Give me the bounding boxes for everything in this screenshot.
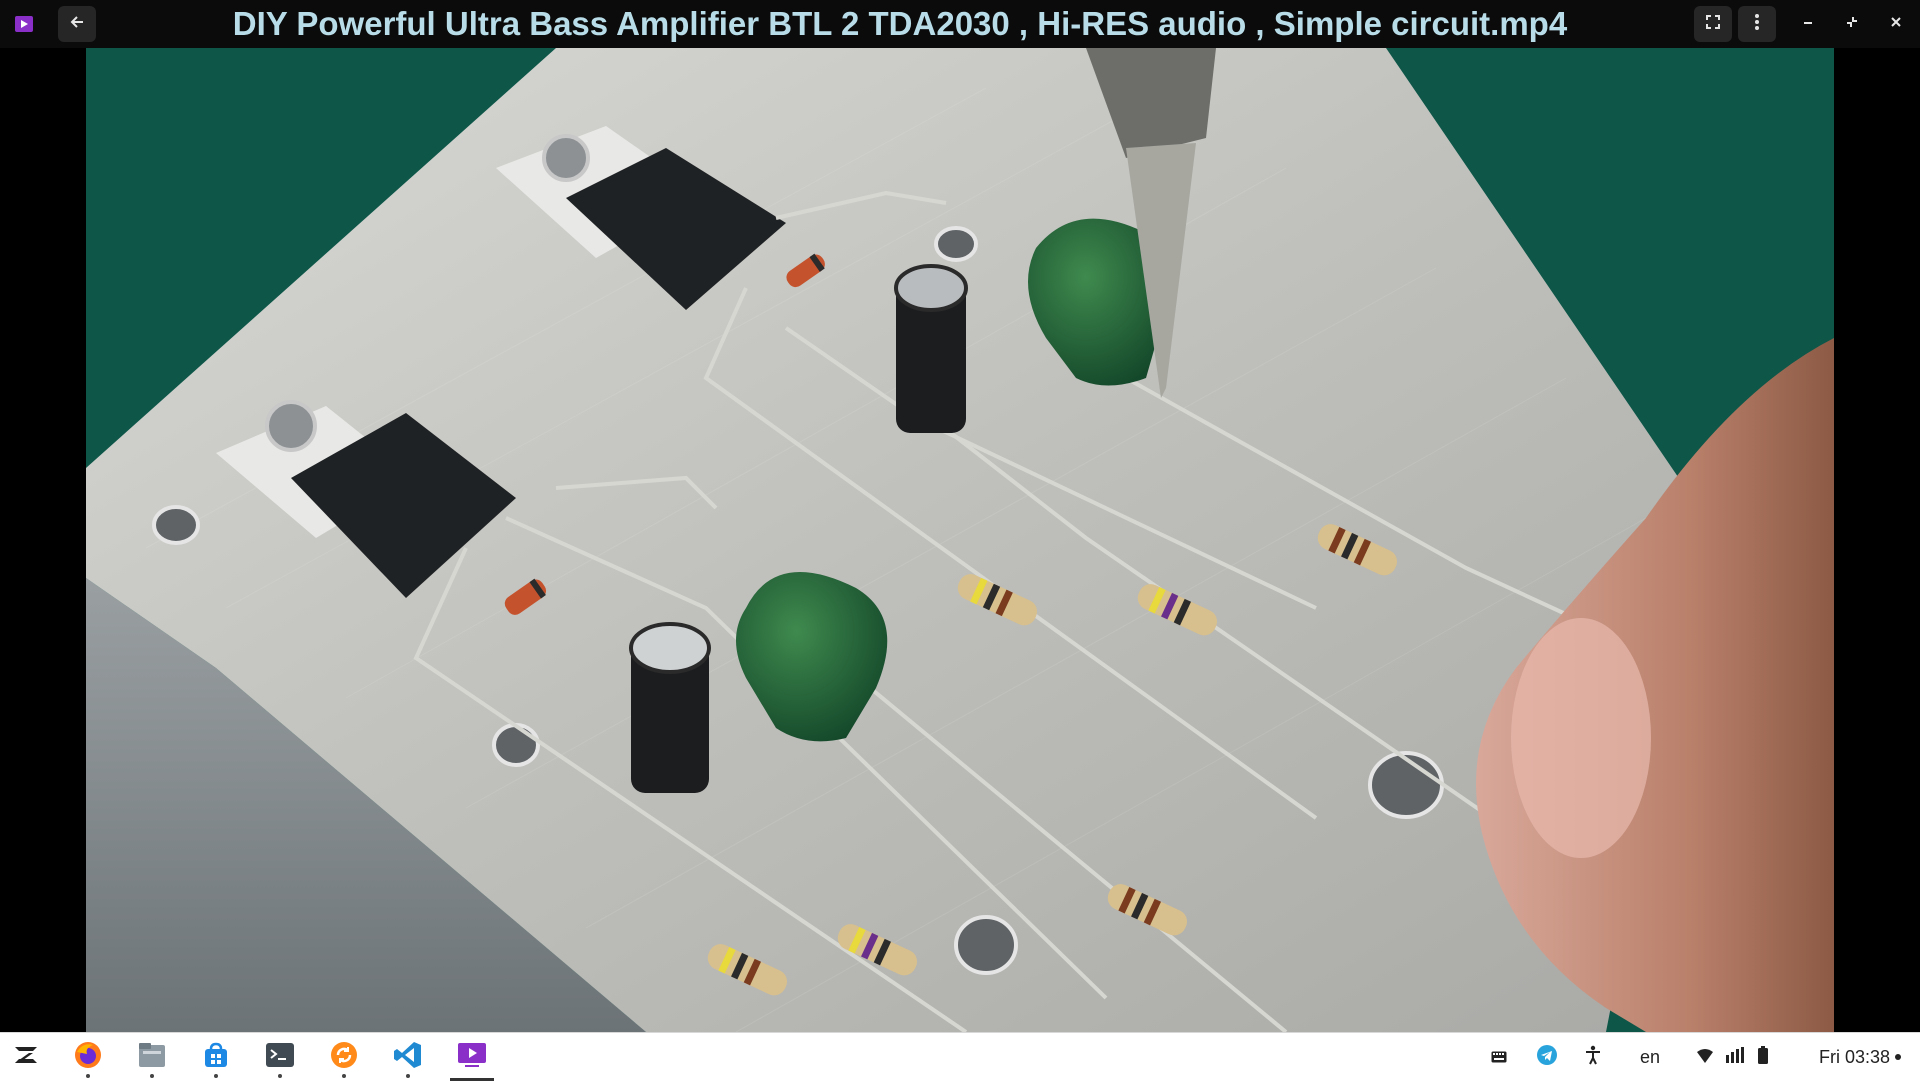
taskbar-app-software[interactable] — [192, 1033, 240, 1081]
running-indicator — [214, 1074, 218, 1078]
kebab-menu-icon — [1754, 13, 1760, 36]
telegram-tray-button[interactable] — [1530, 1033, 1564, 1081]
launcher-button[interactable] — [2, 1033, 50, 1081]
running-indicator — [150, 1074, 154, 1078]
close-icon — [1890, 15, 1902, 33]
accessibility-icon — [1585, 1045, 1601, 1070]
updater-icon — [329, 1040, 359, 1075]
vscode-icon — [393, 1040, 423, 1075]
minimize-icon — [1802, 15, 1814, 33]
wifi-tray-button[interactable] — [1694, 1033, 1716, 1081]
notification-dot — [1895, 1054, 1902, 1060]
minimize-button[interactable] — [1794, 10, 1822, 38]
window-title: DIY Powerful Ultra Bass Amplifier BTL 2 … — [232, 5, 1568, 42]
volume-tray-button[interactable] — [1722, 1033, 1748, 1081]
running-indicator — [406, 1074, 410, 1078]
video-frame[interactable] — [86, 48, 1834, 1032]
keyboard-icon — [1491, 1047, 1507, 1068]
firefox-icon — [73, 1040, 103, 1075]
video-picture — [86, 48, 1834, 1032]
arrow-left-icon — [68, 13, 86, 36]
close-button[interactable] — [1882, 10, 1910, 38]
video-player-icon — [457, 1042, 487, 1073]
files-icon — [137, 1041, 167, 1074]
software-store-icon — [202, 1041, 230, 1074]
accessibility-tray-button[interactable] — [1578, 1033, 1608, 1081]
video-player-icon — [12, 12, 36, 36]
battery-icon — [1758, 1045, 1768, 1069]
clock-text: Fri 03:38 — [1818, 1046, 1891, 1067]
taskbar-app-updater[interactable] — [320, 1033, 368, 1081]
language-indicator[interactable]: en — [1639, 1046, 1661, 1067]
fullscreen-button[interactable] — [1694, 6, 1732, 42]
running-indicator — [278, 1074, 282, 1078]
back-button[interactable] — [58, 6, 96, 42]
running-indicator — [86, 1074, 90, 1078]
taskbar-app-firefox[interactable] — [64, 1033, 112, 1081]
clock[interactable]: Fri 03:38 — [1808, 1033, 1912, 1081]
menu-button[interactable] — [1738, 6, 1776, 42]
taskbar-app-files[interactable] — [128, 1033, 176, 1081]
running-indicator — [342, 1074, 346, 1078]
keyboard-tray-button[interactable] — [1484, 1033, 1514, 1081]
wifi-icon — [1697, 1047, 1713, 1068]
zorin-launcher-icon — [11, 1044, 41, 1071]
fullscreen-icon — [1705, 14, 1721, 35]
restore-icon — [1845, 15, 1859, 34]
taskbar-app-terminal[interactable] — [256, 1033, 304, 1081]
taskbar-app-vscode[interactable] — [384, 1033, 432, 1081]
taskbar: en Fri 03:38 — [0, 1032, 1920, 1081]
taskbar-app-video-player[interactable] — [448, 1033, 496, 1081]
volume-icon — [1726, 1046, 1744, 1068]
restore-button[interactable] — [1838, 10, 1866, 38]
telegram-icon — [1536, 1044, 1558, 1071]
title-bar: DIY Powerful Ultra Bass Amplifier BTL 2 … — [0, 0, 1920, 48]
terminal-icon — [265, 1042, 295, 1073]
battery-tray-button[interactable] — [1752, 1033, 1774, 1081]
